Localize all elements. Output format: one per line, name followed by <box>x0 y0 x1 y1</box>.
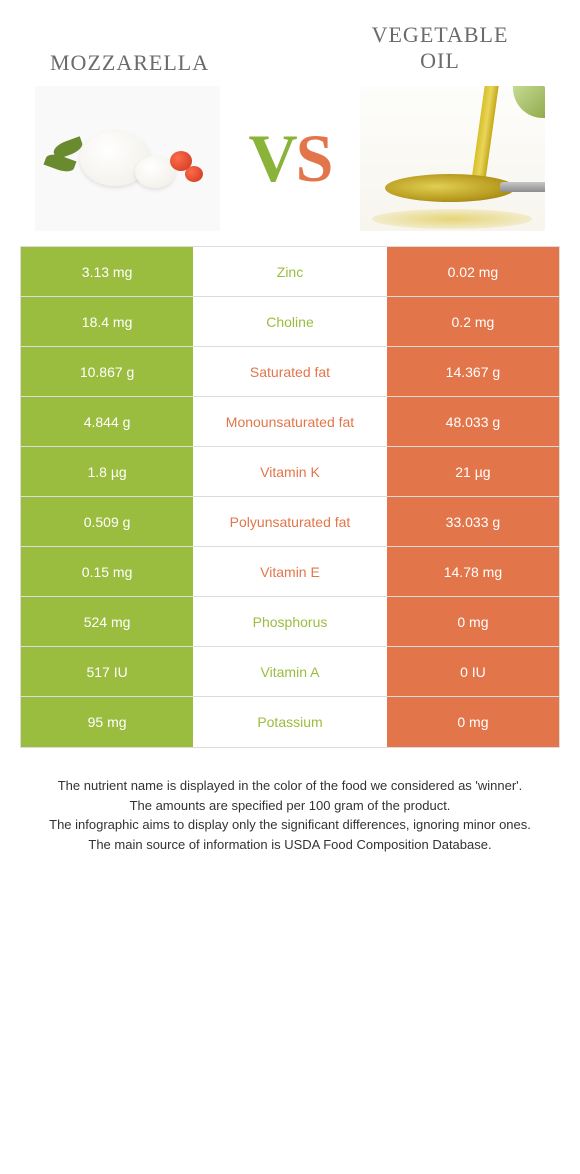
table-row: 0.15 mgVitamin E14.78 mg <box>21 547 559 597</box>
nutrient-name: Saturated fat <box>193 347 387 396</box>
right-value: 0.02 mg <box>387 247 559 296</box>
table-row: 1.8 µgVitamin K21 µg <box>21 447 559 497</box>
right-value: 14.78 mg <box>387 547 559 596</box>
table-row: 3.13 mgZinc0.02 mg <box>21 247 559 297</box>
footer-line: The infographic aims to display only the… <box>30 815 550 835</box>
left-value: 3.13 mg <box>21 247 193 296</box>
nutrient-name: Potassium <box>193 697 387 747</box>
right-value: 0 mg <box>387 697 559 747</box>
food-left-title: Mozzarella <box>50 50 209 76</box>
left-value: 0.509 g <box>21 497 193 546</box>
vs-label: VS <box>249 119 332 198</box>
nutrient-name: Zinc <box>193 247 387 296</box>
left-value: 1.8 µg <box>21 447 193 496</box>
right-value: 14.367 g <box>387 347 559 396</box>
nutrient-name: Choline <box>193 297 387 346</box>
nutrient-name: Vitamin K <box>193 447 387 496</box>
nutrient-name: Vitamin E <box>193 547 387 596</box>
table-row: 18.4 mgCholine0.2 mg <box>21 297 559 347</box>
image-row: VS <box>20 86 560 231</box>
right-value: 21 µg <box>387 447 559 496</box>
vegetable-oil-image <box>360 86 545 231</box>
nutrient-name: Vitamin A <box>193 647 387 696</box>
table-row: 517 IUVitamin A0 IU <box>21 647 559 697</box>
left-value: 517 IU <box>21 647 193 696</box>
left-value: 95 mg <box>21 697 193 747</box>
food-right-title: Vegetable oil <box>350 22 530 75</box>
right-value: 0 mg <box>387 597 559 646</box>
table-row: 4.844 gMonounsaturated fat48.033 g <box>21 397 559 447</box>
table-row: 524 mgPhosphorus0 mg <box>21 597 559 647</box>
table-row: 95 mgPotassium0 mg <box>21 697 559 747</box>
nutrient-name: Phosphorus <box>193 597 387 646</box>
left-value: 10.867 g <box>21 347 193 396</box>
footer-line: The amounts are specified per 100 gram o… <box>30 796 550 816</box>
left-value: 0.15 mg <box>21 547 193 596</box>
nutrient-name: Polyunsaturated fat <box>193 497 387 546</box>
footer-notes: The nutrient name is displayed in the co… <box>20 776 560 854</box>
table-row: 0.509 gPolyunsaturated fat33.033 g <box>21 497 559 547</box>
mozzarella-image <box>35 86 220 231</box>
nutrient-name: Monounsaturated fat <box>193 397 387 446</box>
left-value: 18.4 mg <box>21 297 193 346</box>
header: Mozzarella Vegetable oil <box>20 20 560 76</box>
nutrient-table: 3.13 mgZinc0.02 mg18.4 mgCholine0.2 mg10… <box>20 246 560 748</box>
left-value: 524 mg <box>21 597 193 646</box>
vs-s: S <box>296 120 332 196</box>
footer-line: The nutrient name is displayed in the co… <box>30 776 550 796</box>
right-value: 48.033 g <box>387 397 559 446</box>
right-value: 0 IU <box>387 647 559 696</box>
table-row: 10.867 gSaturated fat14.367 g <box>21 347 559 397</box>
right-value: 33.033 g <box>387 497 559 546</box>
left-value: 4.844 g <box>21 397 193 446</box>
footer-line: The main source of information is USDA F… <box>30 835 550 855</box>
right-value: 0.2 mg <box>387 297 559 346</box>
vs-v: V <box>249 120 296 196</box>
